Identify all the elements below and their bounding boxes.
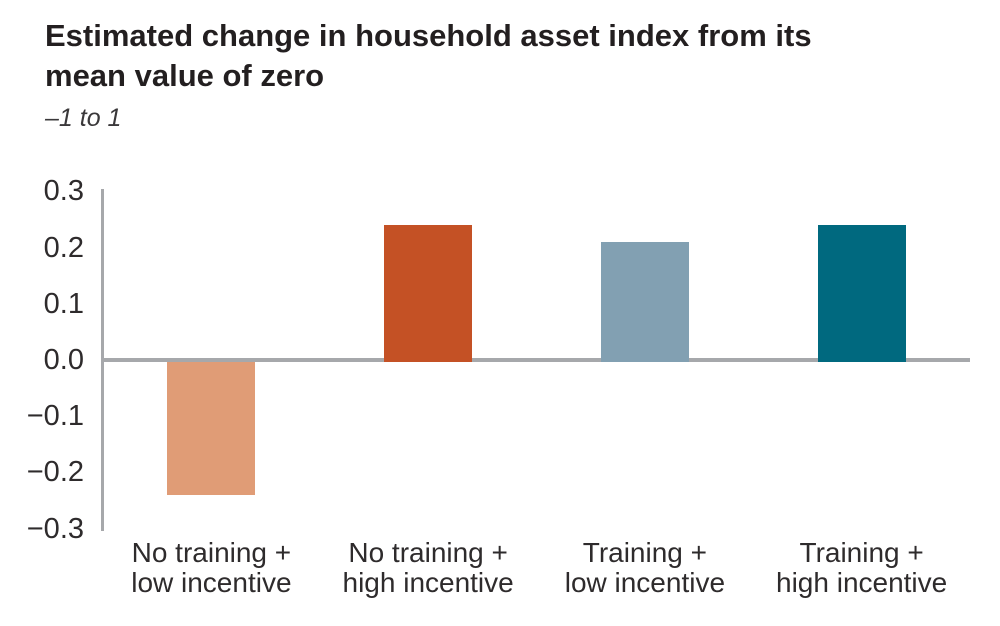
- y-tick-label: 0.0: [43, 344, 84, 376]
- x-axis-label-line: Training +: [582, 537, 707, 568]
- x-axis-label-training-low-incentive: Training + low incentive: [515, 538, 775, 598]
- zero-baseline: [101, 358, 970, 362]
- y-tick-label: −0.3: [26, 512, 84, 545]
- chart-title: Estimated change in household asset inde…: [45, 16, 970, 96]
- y-tick-label: −0.1: [26, 400, 84, 433]
- y-tick-label: −0.2: [26, 456, 84, 489]
- y-tick-label: 0.2: [43, 231, 84, 264]
- x-axis-label-line: low incentive: [131, 567, 292, 598]
- x-axis-label-line: Training +: [799, 537, 924, 568]
- bar-no-training-low-incentive: [167, 362, 256, 495]
- bar-training-high-incentive: [817, 225, 906, 362]
- chart-title-line2: mean value of zero: [45, 58, 325, 93]
- bar-no-training-high-incentive: [384, 225, 473, 362]
- chart-subtitle: –1 to 1: [45, 104, 122, 132]
- x-axis-label-training-high-incentive: Training + high incentive: [732, 538, 992, 598]
- y-tick-label: 0.3: [43, 175, 84, 208]
- x-axis-label-no-training-high-incentive: No training + high incentive: [298, 538, 558, 598]
- x-axis-label-line: No training +: [348, 537, 508, 568]
- x-axis-label-line: high incentive: [776, 567, 948, 598]
- y-tick-label: 0.1: [43, 287, 84, 320]
- x-axis-label-line: No training +: [131, 537, 292, 568]
- chart-title-line1: Estimated change in household asset inde…: [45, 18, 812, 53]
- x-axis-label-no-training-low-incentive: No training + low incentive: [81, 538, 341, 598]
- x-axis-label-line: high incentive: [342, 567, 514, 598]
- x-axis-label-line: low incentive: [564, 567, 726, 598]
- bar-training-low-incentive: [600, 241, 689, 362]
